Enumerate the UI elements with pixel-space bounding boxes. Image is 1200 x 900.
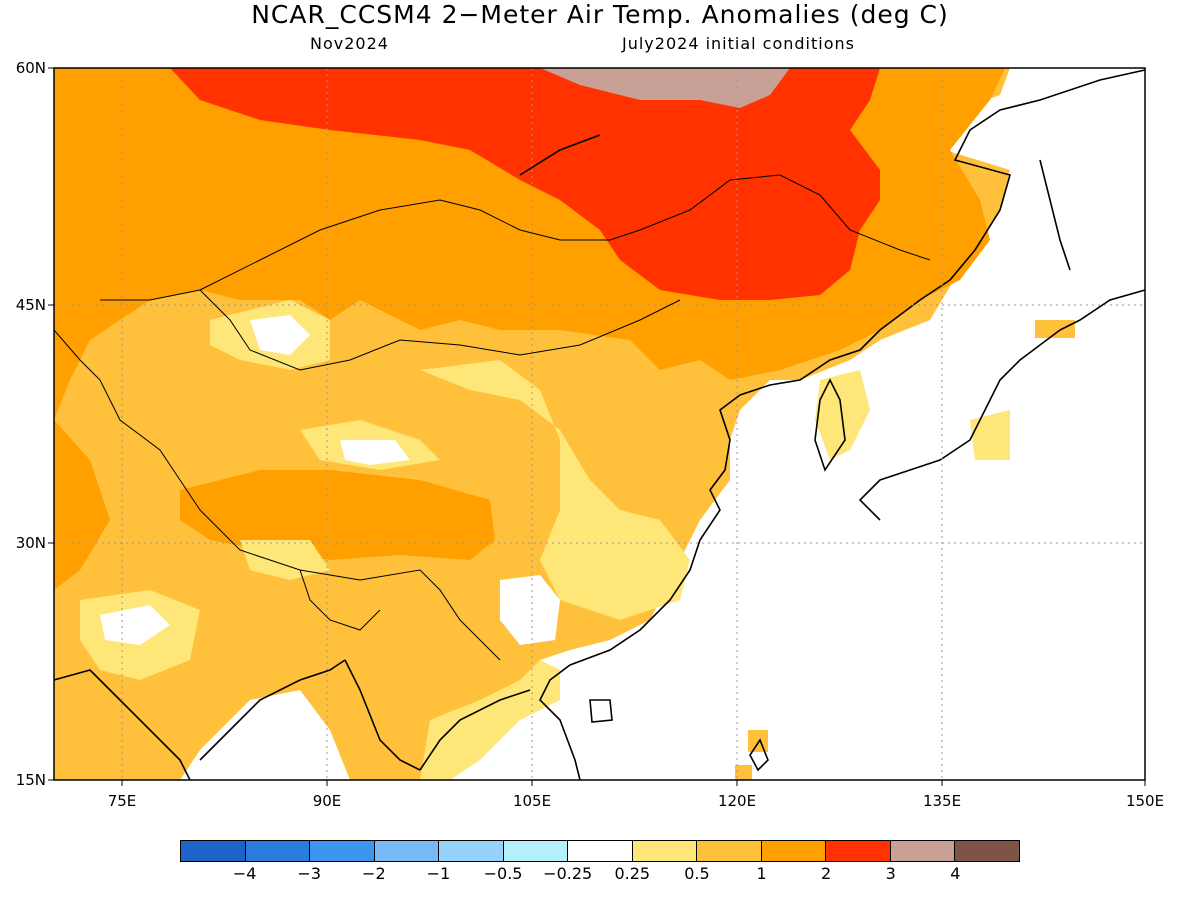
colorbar	[180, 840, 1020, 862]
anomaly-region-light-2	[420, 360, 690, 620]
colorbar-label-10: 3	[885, 864, 896, 883]
colorbar-label-11: 4	[950, 864, 961, 883]
anomaly-region-honshu-patch	[970, 410, 1010, 460]
axis-ticks	[48, 67, 1146, 786]
anomaly-region-neutral-2	[340, 440, 410, 465]
colorbar-label-5: −0.25	[543, 864, 593, 883]
colorbar-cell-0	[181, 841, 246, 861]
lat-label-60n: 60N	[15, 59, 46, 77]
colorbar-label-0: −4	[232, 864, 257, 883]
anomaly-region-japan-patch	[1035, 320, 1075, 338]
colorbar-cell-10	[826, 841, 891, 861]
chart-title: NCAR_CCSM4 2−Meter Air Temp. Anomalies (…	[251, 0, 949, 29]
colorbar-label-7: 0.5	[684, 864, 710, 883]
anomaly-region-extreme	[540, 68, 790, 108]
initial-conditions: July2024 initial conditions	[622, 34, 855, 53]
colorbar-cell-4	[439, 841, 504, 861]
colorbar-label-2: −2	[362, 864, 386, 883]
coastlines	[54, 69, 1145, 780]
forecast-month: Nov2024	[310, 34, 389, 53]
colorbar-cell-1	[245, 841, 311, 861]
anomaly-region-neutral-3	[500, 575, 560, 645]
colorbar-cell-3	[374, 841, 440, 861]
colorbar-label-1: −3	[297, 864, 322, 883]
anomaly-region-warm-tibet	[180, 470, 495, 560]
anomaly-region-light-5	[240, 540, 330, 580]
lon-label-135e: 135E	[922, 792, 962, 810]
colorbar-cell-12	[955, 841, 1019, 861]
lat-label-45n: 45N	[15, 296, 46, 314]
colorbar-cell-8	[697, 841, 762, 861]
lat-label-15n: 15N	[15, 771, 46, 789]
gridlines	[54, 68, 1145, 780]
lat-label-30n: 30N	[15, 534, 46, 552]
colorbar-cell-6	[568, 841, 633, 861]
anomaly-region-luzon-patch	[735, 765, 752, 780]
colorbar-cell-9	[761, 841, 827, 861]
anomaly-region-warm-west	[54, 420, 110, 590]
lon-label-105e: 105E	[512, 792, 552, 810]
colorbar-label-3: −1	[426, 864, 451, 883]
lon-label-150e: 150E	[1125, 792, 1165, 810]
colorbar-cell-7	[632, 841, 698, 861]
colorbar-cell-2	[310, 841, 375, 861]
anomaly-region-hot	[170, 68, 880, 300]
lon-label-120e: 120E	[717, 792, 757, 810]
colorbar-cell-11	[890, 841, 956, 861]
colorbar-label-6: 0.25	[614, 864, 651, 883]
anomaly-region-taiwan-patch	[748, 730, 768, 752]
map-frame	[53, 67, 1146, 781]
anomaly-region-light-south	[420, 660, 560, 780]
colorbar-label-4: −0.5	[483, 864, 523, 883]
anomaly-region-neutral-4	[100, 605, 170, 645]
colorbar-label-8: 1	[756, 864, 767, 883]
country-borders	[54, 174, 931, 661]
lon-label-90e: 90E	[312, 792, 342, 810]
colorbar-cell-5	[503, 841, 569, 861]
colorbar-label-9: 2	[821, 864, 832, 883]
lon-label-75e: 75E	[107, 792, 137, 810]
anomaly-region-neutral-1	[250, 315, 310, 355]
